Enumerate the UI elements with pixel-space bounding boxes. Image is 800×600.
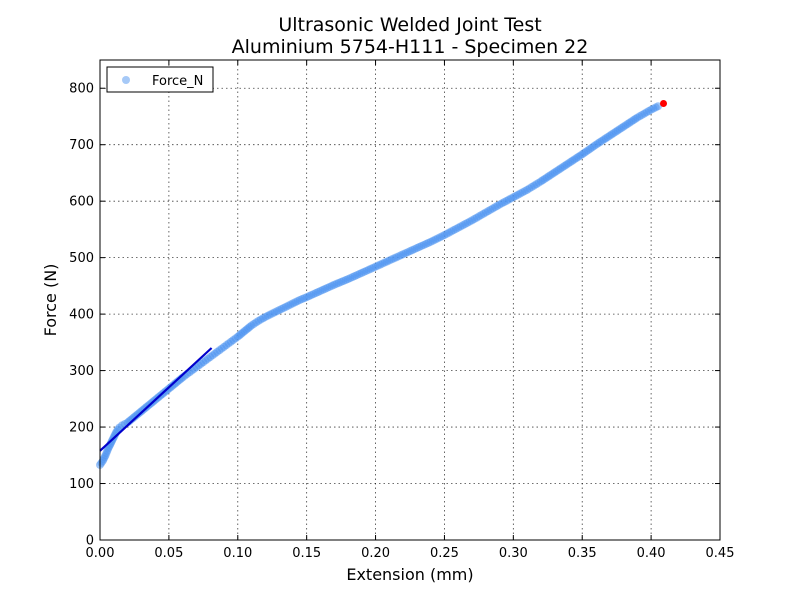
x-axis-label: Extension (mm) — [346, 565, 473, 584]
x-tick-label: 0.00 — [86, 546, 115, 561]
y-tick-label: 0 — [86, 534, 94, 549]
x-tick-label: 0.15 — [292, 546, 321, 561]
x-tick-label: 0.10 — [223, 546, 252, 561]
axis-ticks: 0.00 0.05 0.10 0.15 0.20 0.25 0.30 0.35 0.40 0.45… — [69, 60, 734, 561]
y-tick-label: 700 — [69, 138, 94, 153]
legend-marker — [122, 76, 130, 84]
x-tick-label: 0.20 — [361, 546, 390, 561]
fit-line — [99, 347, 213, 452]
x-tick-label: 0.45 — [706, 546, 735, 561]
y-tick-label: 300 — [69, 364, 94, 379]
grid-lines — [100, 60, 720, 540]
x-tick-label: 0.25 — [430, 546, 459, 561]
x-tick-label: 0.30 — [499, 546, 528, 561]
plot-frame — [99, 59, 721, 541]
y-tick-label: 600 — [69, 195, 94, 210]
legend-label-force-n: Force_N — [152, 74, 203, 89]
y-tick-label: 100 — [69, 477, 94, 492]
max-force-point — [660, 99, 668, 107]
chart-title-line-2: Aluminium 5754-H111 - Specimen 22 — [232, 36, 589, 58]
y-axis-label: Force (N) — [41, 264, 60, 337]
y-tick-label: 400 — [69, 308, 94, 323]
data-point — [654, 102, 662, 111]
y-tick-label: 200 — [69, 421, 94, 436]
legend: Force_N — [106, 66, 214, 93]
x-tick-label: 0.05 — [154, 546, 183, 561]
chart-title-line-1: Ultrasonic Welded Joint Test — [278, 14, 541, 36]
y-tick-label: 800 — [69, 82, 94, 97]
plot-series — [96, 99, 668, 469]
x-tick-label: 0.35 — [568, 546, 597, 561]
y-tick-label: 500 — [69, 251, 94, 266]
x-tick-label: 0.40 — [637, 546, 666, 561]
